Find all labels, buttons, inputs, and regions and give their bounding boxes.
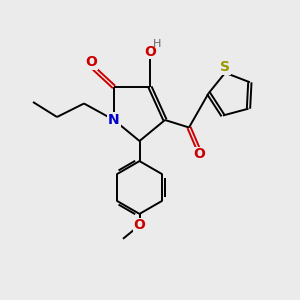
Text: O: O — [144, 45, 156, 58]
Text: O: O — [194, 148, 206, 161]
Text: N: N — [108, 113, 120, 127]
Text: O: O — [134, 218, 146, 232]
Text: H: H — [152, 38, 161, 49]
Text: O: O — [85, 55, 98, 69]
Text: S: S — [220, 60, 230, 74]
